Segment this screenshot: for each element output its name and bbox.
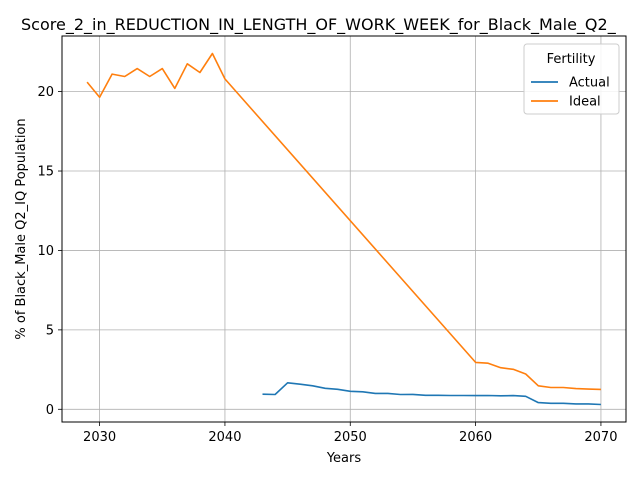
plot-frame [61, 35, 627, 423]
y-tick-label: 20 [37, 85, 54, 100]
x-tick-label: 2050 [334, 430, 367, 445]
x-tick-label: 2030 [83, 430, 116, 445]
series-line-actual [262, 381, 601, 406]
x-axis-label: Years [326, 451, 362, 466]
y-axis-label: % of Black_Male Q2_IQ Population [14, 118, 29, 339]
legend-label-actual: Actual [569, 76, 610, 91]
series-group [86, 52, 601, 406]
y-tick-label: 10 [37, 244, 54, 259]
y-axis-ticks: 0 5 10 15 20 [37, 85, 62, 418]
y-tick-label: 5 [46, 323, 54, 338]
y-tick-label: 15 [37, 165, 54, 180]
y-tick-label: 0 [46, 403, 54, 418]
series-line-ideal [86, 52, 601, 391]
chart-title: Score_2_in_REDUCTION_IN_LENGTH_OF_WORK_W… [21, 15, 617, 35]
x-tick-label: 2070 [584, 430, 617, 445]
legend-title: Fertility [547, 52, 596, 67]
legend: Fertility Actual Ideal [523, 43, 620, 115]
x-tick-label: 2040 [208, 430, 241, 445]
legend-label-ideal: Ideal [569, 95, 601, 110]
x-axis-ticks: 2030 2040 2050 2060 2070 [83, 422, 617, 445]
legend-box [523, 43, 620, 115]
x-tick-label: 2060 [459, 430, 492, 445]
